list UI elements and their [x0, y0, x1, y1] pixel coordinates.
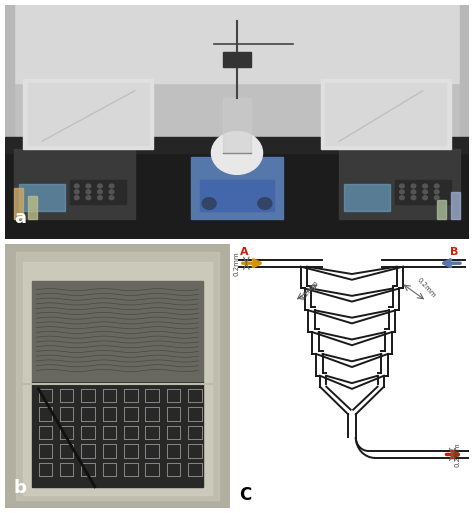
Circle shape — [400, 184, 404, 188]
Bar — [320, 79, 451, 149]
Bar — [437, 200, 446, 219]
Circle shape — [74, 190, 79, 194]
Circle shape — [423, 184, 428, 188]
Text: A: A — [240, 247, 248, 256]
Circle shape — [98, 190, 102, 194]
Text: a: a — [14, 209, 26, 227]
Circle shape — [74, 184, 79, 188]
Circle shape — [109, 196, 114, 200]
Bar — [5, 5, 14, 239]
Circle shape — [411, 184, 416, 188]
Bar — [344, 184, 390, 211]
Circle shape — [211, 131, 263, 174]
Bar — [5, 137, 469, 153]
Bar — [5, 5, 469, 83]
Bar — [460, 5, 469, 239]
Circle shape — [98, 184, 102, 188]
Text: b: b — [14, 479, 27, 497]
Text: 0.2mm: 0.2mm — [234, 251, 240, 275]
Circle shape — [86, 184, 91, 188]
Text: C: C — [239, 486, 251, 504]
Bar — [23, 79, 154, 149]
Bar — [451, 192, 460, 219]
Bar — [191, 157, 283, 219]
Circle shape — [434, 196, 439, 200]
Text: 0.2mm: 0.2mm — [416, 276, 437, 299]
Bar — [395, 180, 451, 204]
Bar — [14, 149, 135, 219]
Circle shape — [86, 190, 91, 194]
Bar — [28, 83, 149, 145]
Circle shape — [423, 190, 428, 194]
Bar — [223, 98, 251, 153]
Circle shape — [434, 184, 439, 188]
Circle shape — [434, 190, 439, 194]
Circle shape — [202, 198, 216, 209]
Bar — [5, 153, 469, 239]
Bar — [23, 262, 212, 495]
Bar — [325, 83, 446, 145]
Circle shape — [98, 196, 102, 200]
Circle shape — [411, 196, 416, 200]
Bar — [32, 281, 203, 381]
Circle shape — [109, 184, 114, 188]
Bar — [70, 180, 126, 204]
Circle shape — [258, 198, 272, 209]
Circle shape — [411, 190, 416, 194]
Text: B: B — [450, 247, 459, 256]
Bar — [14, 188, 23, 219]
Bar — [32, 381, 203, 487]
Bar — [28, 196, 37, 219]
Circle shape — [86, 196, 91, 200]
Bar — [339, 149, 460, 219]
Text: 0.2mm: 0.2mm — [299, 280, 319, 302]
Circle shape — [74, 196, 79, 200]
Circle shape — [109, 190, 114, 194]
Bar — [18, 184, 65, 211]
Text: 0.2mm: 0.2mm — [454, 442, 460, 467]
Circle shape — [400, 190, 404, 194]
Circle shape — [423, 196, 428, 200]
Bar — [200, 180, 274, 211]
Bar — [223, 52, 251, 67]
Circle shape — [400, 196, 404, 200]
